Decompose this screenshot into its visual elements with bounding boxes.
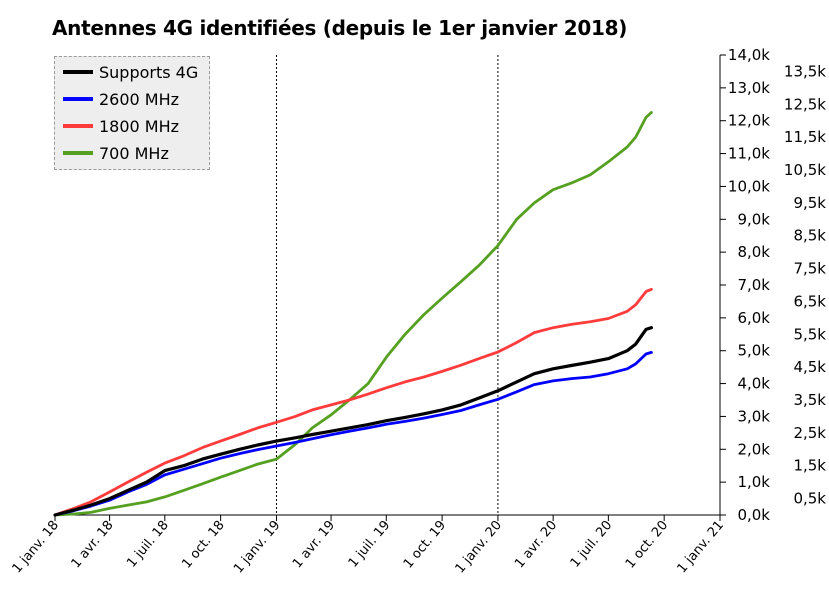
series-line-700-mhz <box>53 111 653 517</box>
y2-tick-label: 4,5k <box>793 358 826 376</box>
legend-item-2600-mhz: 2600 MHz <box>63 86 179 112</box>
y2-tick-label: 0,5k <box>793 490 826 508</box>
y2-tick-label: 11,5k <box>784 128 826 146</box>
legend-item-1800-mhz: 1800 MHz <box>63 113 179 139</box>
chart-title: Antennes 4G identifiées (depuis le 1er j… <box>52 16 628 40</box>
y-tick-label: 8,0k <box>737 243 770 261</box>
x-tick-label: 1 oct. 18 <box>179 518 227 572</box>
legend-label: 1800 MHz <box>99 116 180 136</box>
x-tick-label: 1 oct. 19 <box>401 518 449 572</box>
y2-tick-label: 10,5k <box>784 161 826 179</box>
y-tick-label: 12,0k <box>728 112 770 130</box>
y-tick-label: 10,0k <box>728 177 770 195</box>
legend-item-700-mhz: 700 MHz <box>63 140 169 166</box>
legend-swatch <box>63 70 93 74</box>
y2-tick-label: 9,5k <box>793 194 826 212</box>
x-tick-label: 1 janv. 20 <box>453 518 505 576</box>
legend-swatch <box>63 124 93 128</box>
x-tick-label: 1 janv. 18 <box>10 518 62 576</box>
x-tick-label: 1 juil. 20 <box>568 518 616 571</box>
y-tick-label: 7,0k <box>737 276 770 294</box>
y-tick-label: 9,0k <box>737 210 770 228</box>
legend-item-supports-4g: Supports 4G <box>63 59 198 85</box>
y2-tick-label: 5,5k <box>793 325 826 343</box>
y2-tick-label: 13,5k <box>784 62 826 80</box>
y2-tick-label: 8,5k <box>793 227 826 245</box>
y-tick-label: 4,0k <box>737 375 770 393</box>
y-tick-label: 5,0k <box>737 342 770 360</box>
x-tick-label: 1 juil. 19 <box>346 518 394 571</box>
legend-label: Supports 4G <box>99 62 199 82</box>
x-tick-label: 1 avr. 18 <box>69 518 117 571</box>
axes-layer <box>54 54 726 521</box>
series-line-supports-4g <box>53 326 654 517</box>
y2-tick-label: 7,5k <box>793 260 826 278</box>
legend-swatch <box>63 151 93 155</box>
x-tick-label: 1 avr. 20 <box>512 518 560 571</box>
x-tick-label: 1 avr. 19 <box>290 518 338 571</box>
y-tick-label: 6,0k <box>737 309 770 327</box>
y2-tick-label: 1,5k <box>793 457 826 475</box>
grid-layer <box>275 55 499 515</box>
y-tick-label: 14,0k <box>728 46 770 64</box>
legend-label: 2600 MHz <box>99 89 180 109</box>
y-tick-label: 1,0k <box>737 473 770 491</box>
y-tick-label: 13,0k <box>728 79 770 97</box>
y-tick-label: 2,0k <box>737 440 770 458</box>
legend-label: 700 MHz <box>99 143 169 163</box>
series-layer <box>53 111 654 517</box>
x-tick-label: 1 janv. 21 <box>675 518 727 576</box>
legend-swatch <box>63 97 93 101</box>
y2-tick-label: 3,5k <box>793 391 826 409</box>
x-tick-label: 1 juil. 18 <box>124 518 172 571</box>
y-tick-label: 3,0k <box>737 407 770 425</box>
y2-tick-label: 12,5k <box>784 95 826 113</box>
x-tick-label: 1 oct. 20 <box>623 518 671 572</box>
x-tick-label: 1 janv. 19 <box>231 518 283 576</box>
legend: Supports 4G 2600 MHz 1800 MHz 700 MHz <box>54 56 210 170</box>
y-tick-label: 0,0k <box>737 506 770 524</box>
y-tick-label: 11,0k <box>728 145 770 163</box>
series-line-1800-mhz <box>53 287 653 517</box>
y2-tick-label: 2,5k <box>793 424 826 442</box>
series-line-2600-mhz <box>53 350 653 517</box>
y2-tick-label: 6,5k <box>793 292 826 310</box>
